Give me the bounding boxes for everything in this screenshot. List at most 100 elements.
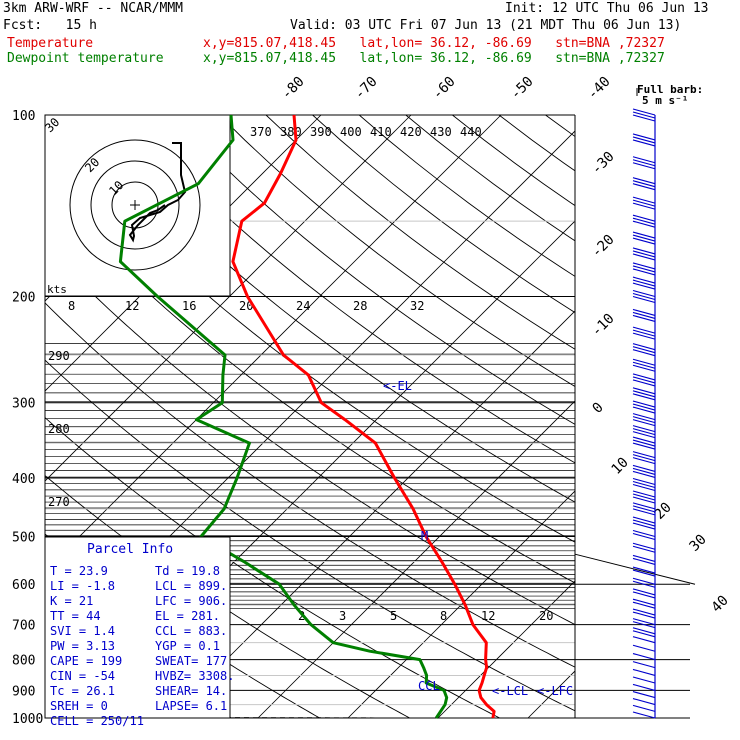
isotherm-label: -70 [352, 74, 381, 103]
wind-barb [632, 502, 656, 510]
wind-barb [632, 247, 656, 255]
wind-barb [632, 343, 656, 351]
wind-barb [632, 156, 656, 164]
wind-barb [632, 464, 656, 472]
wind-barb [632, 554, 656, 562]
wind-barb [632, 289, 656, 298]
hodograph-speed-label: 16 [182, 299, 196, 313]
dewpoint-legend: Dewpoint temperature [7, 51, 164, 66]
wind-barb [632, 519, 656, 527]
hodograph-speed-label: 24 [296, 299, 310, 313]
wind-barb [632, 636, 656, 644]
wind-barb [632, 442, 656, 450]
hodograph-speed-label: 28 [353, 299, 367, 313]
isotherm-label: 0 [590, 400, 607, 417]
wind-barb [632, 653, 656, 661]
wind-barb [632, 428, 656, 436]
wind-barb [632, 133, 656, 141]
wind-barb [632, 483, 656, 492]
parcel-info-right: Td = 19.8 [155, 564, 220, 578]
wind-barb [632, 311, 656, 319]
parcel-info-left: SREH = 0 [50, 699, 108, 713]
parcel-info-left: Tc = 26.1 [50, 684, 115, 698]
wind-barb [632, 199, 656, 207]
wind-barb [632, 108, 656, 116]
parcel-info-right: LAPSE= 6.1 [155, 699, 227, 713]
wind-barb [632, 611, 656, 619]
wind-barb [632, 114, 656, 122]
mixing-ratio-label: 12 [481, 609, 495, 623]
wind-barb [632, 439, 656, 447]
dewpoint-location: x,y=815.07,418.45 lat,lon= 36.12, -86.69… [203, 51, 665, 66]
wind-barb [632, 406, 656, 414]
wind-barb [632, 393, 656, 401]
isotherm-label: -80 [279, 74, 308, 103]
wind-barb [632, 358, 656, 366]
wind-barb [632, 630, 656, 638]
wind-barb [632, 111, 656, 119]
wind-barb [632, 588, 656, 596]
wind-barb [632, 566, 656, 574]
wind-barb [632, 373, 656, 381]
wind-barb [632, 361, 656, 369]
wind-barb [632, 505, 656, 513]
pressure-tick-label: 500 [12, 530, 35, 545]
parcel-info-right: HVBZ= 3308. [155, 669, 234, 683]
parcel-info-left: TT = 44 [50, 609, 101, 623]
parcel-info-right: CCL = 883. [155, 624, 227, 638]
theta-label: 280 [48, 422, 70, 436]
wind-barb [632, 644, 656, 652]
wind-barb [632, 196, 656, 204]
hodograph-ring [90, 160, 180, 250]
wind-barb [632, 329, 656, 337]
hodograph-trace [128, 142, 187, 243]
hodograph-kts-label: kts [47, 283, 67, 296]
wind-barb [632, 431, 656, 439]
mixing-ratio-label: 20 [539, 609, 553, 623]
parcel-info-right: SHEAR= 14. [155, 684, 227, 698]
wind-barb [632, 542, 656, 550]
wind-barb [632, 451, 656, 459]
temperature-legend: Temperature [7, 36, 94, 51]
wind-barb [632, 292, 656, 301]
parcel-info-box [44, 536, 231, 719]
wind-barb [632, 532, 656, 541]
wind-barb [632, 493, 656, 501]
pressure-tick-label: 700 [12, 619, 35, 634]
wind-barb [632, 601, 656, 609]
wind-barb [632, 234, 656, 242]
isotherm [618, 115, 740, 718]
wind-barb [632, 477, 656, 486]
wind-barb [632, 308, 656, 316]
wind-barb [632, 262, 656, 270]
wind-barb [632, 522, 656, 530]
wind-barb [632, 314, 656, 322]
isotherm-label: -10 [589, 311, 618, 340]
parcel-info-right: LFC = 906. [155, 594, 227, 608]
wind-barb [632, 326, 656, 334]
wind-barb [632, 403, 656, 411]
wind-barb [632, 661, 656, 669]
wind-barb [632, 295, 656, 304]
wind-barb [632, 457, 656, 465]
el-annotation: <-EL [383, 379, 412, 393]
ccl-annotation: CCL [418, 679, 440, 693]
pressure-tick-label: 600 [12, 578, 35, 593]
wind-barb [632, 683, 656, 691]
parcel-info-right: YGP = 0.1 [155, 639, 220, 653]
theta-label: 270 [48, 495, 70, 509]
wind-barb [632, 557, 656, 565]
isotherm-label: -60 [430, 74, 459, 103]
wind-barb [632, 467, 656, 475]
temperature-location: x,y=815.07,418.45 lat,lon= 36.12, -86.69… [203, 36, 665, 51]
wind-barb [632, 183, 656, 191]
full-barb-unit: 5 m s⁻¹ [642, 94, 688, 107]
wind-barb [632, 349, 656, 357]
wind-barb [632, 387, 656, 395]
mixing-ratio-label: 3 [339, 609, 346, 623]
hodograph-speed-label: 8 [68, 299, 75, 313]
wind-barb [632, 529, 656, 538]
wind-barb [632, 253, 656, 261]
theta-e-label: 430 [430, 125, 452, 139]
